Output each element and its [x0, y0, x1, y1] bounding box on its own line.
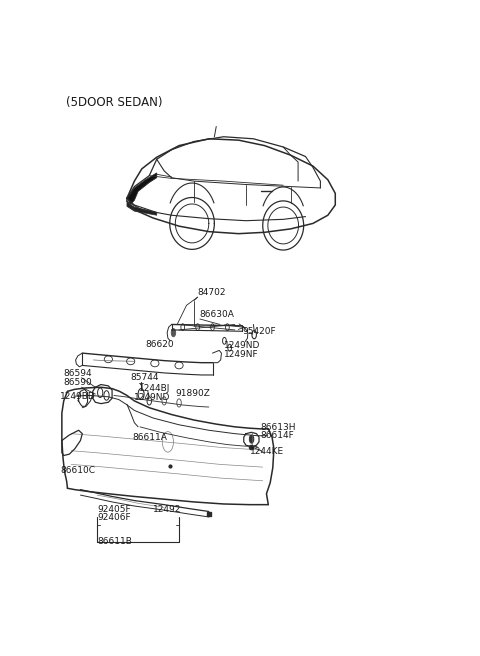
Text: 1249BD: 1249BD	[60, 392, 96, 401]
Text: 86611B: 86611B	[97, 537, 132, 546]
Text: 12492: 12492	[153, 505, 181, 514]
Text: 1244KE: 1244KE	[250, 447, 284, 455]
Text: 95420F: 95420F	[242, 327, 276, 336]
Text: 1249ND: 1249ND	[224, 341, 260, 350]
Text: 92406F: 92406F	[97, 514, 131, 522]
Text: 92405F: 92405F	[97, 505, 131, 514]
Text: 86630A: 86630A	[200, 310, 235, 319]
Text: 1249NF: 1249NF	[224, 350, 258, 359]
Polygon shape	[127, 173, 156, 204]
Polygon shape	[127, 203, 156, 215]
Text: 86613H: 86613H	[260, 423, 296, 432]
Text: 1249ND: 1249ND	[133, 393, 170, 402]
Circle shape	[249, 435, 254, 443]
Text: 1244BJ: 1244BJ	[139, 384, 170, 393]
Text: (5DOOR SEDAN): (5DOOR SEDAN)	[66, 96, 162, 109]
Circle shape	[171, 329, 176, 337]
Text: 86590: 86590	[64, 379, 93, 387]
Text: 91890Z: 91890Z	[175, 389, 210, 398]
Text: 86620: 86620	[145, 340, 174, 349]
Text: 85744: 85744	[131, 373, 159, 382]
Text: 86594: 86594	[64, 369, 92, 378]
Text: 84702: 84702	[197, 288, 226, 297]
Text: 86611A: 86611A	[132, 433, 168, 442]
Text: 86614F: 86614F	[260, 432, 294, 440]
Text: 86610C: 86610C	[60, 466, 95, 475]
